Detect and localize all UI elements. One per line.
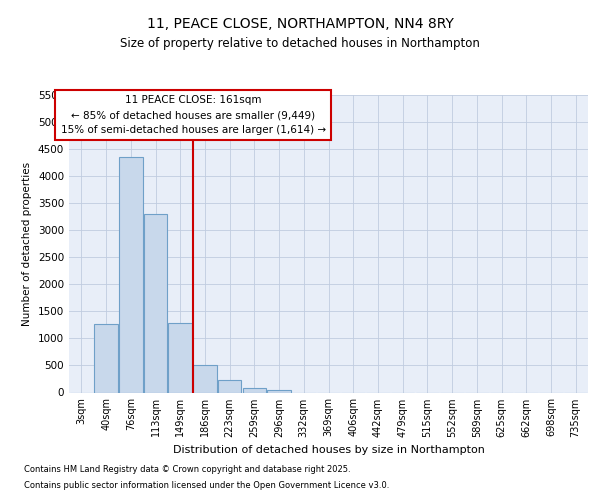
Y-axis label: Number of detached properties: Number of detached properties <box>22 162 32 326</box>
Text: Size of property relative to detached houses in Northampton: Size of property relative to detached ho… <box>120 38 480 51</box>
Text: 11 PEACE CLOSE: 161sqm
← 85% of detached houses are smaller (9,449)
15% of semi-: 11 PEACE CLOSE: 161sqm ← 85% of detached… <box>61 96 326 135</box>
Text: Contains HM Land Registry data © Crown copyright and database right 2025.: Contains HM Land Registry data © Crown c… <box>24 465 350 474</box>
X-axis label: Distribution of detached houses by size in Northampton: Distribution of detached houses by size … <box>173 445 484 455</box>
Bar <box>94 324 118 392</box>
Bar <box>242 388 266 392</box>
Bar <box>169 324 192 392</box>
Bar <box>193 366 217 392</box>
Bar <box>144 214 167 392</box>
Bar <box>119 157 143 392</box>
Bar <box>218 380 241 392</box>
Text: 11, PEACE CLOSE, NORTHAMPTON, NN4 8RY: 11, PEACE CLOSE, NORTHAMPTON, NN4 8RY <box>146 18 454 32</box>
Bar <box>268 390 291 392</box>
Text: Contains public sector information licensed under the Open Government Licence v3: Contains public sector information licen… <box>24 481 389 490</box>
